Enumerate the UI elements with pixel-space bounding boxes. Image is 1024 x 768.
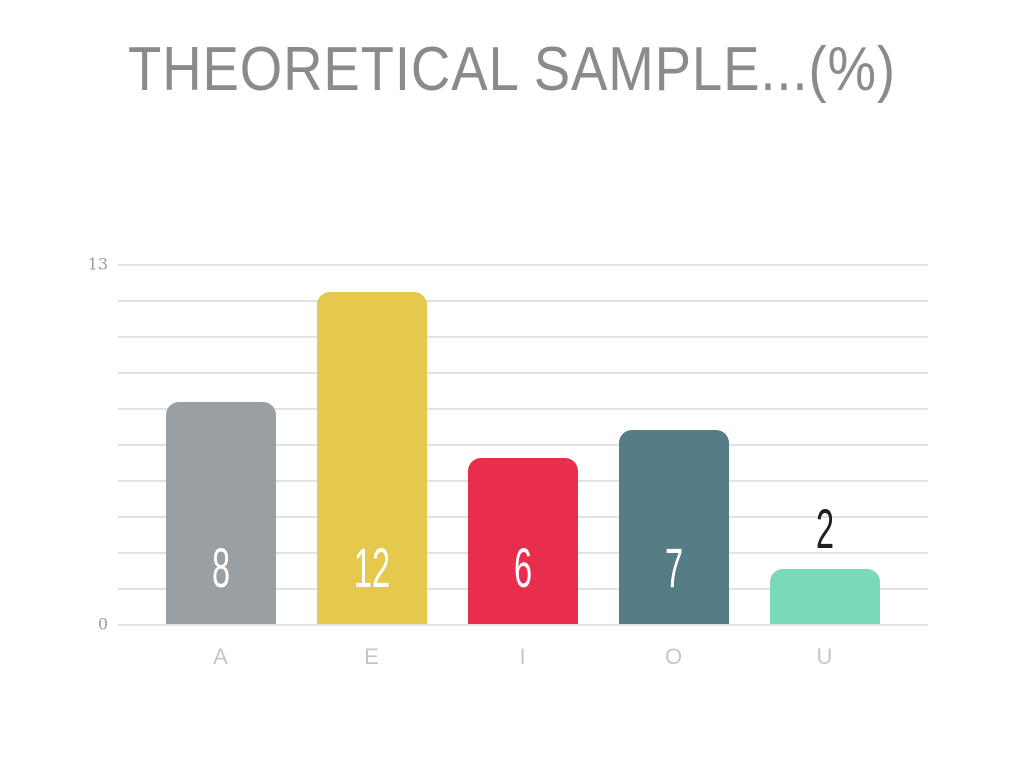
bar-value-label-u: 2 bbox=[815, 497, 835, 560]
bar-i bbox=[468, 458, 578, 624]
bar-e bbox=[317, 292, 427, 624]
y-axis-tick-min: 0 bbox=[97, 614, 108, 634]
plot-area: 13 0 8 A 12 E 6 I 7 O 2 U bbox=[88, 255, 928, 669]
bar-slot-e: 12 E bbox=[317, 264, 427, 669]
x-axis-label-e: E bbox=[364, 644, 380, 669]
bar-o bbox=[619, 430, 729, 624]
bar-u bbox=[770, 569, 880, 624]
x-axis-label-o: O bbox=[664, 644, 684, 669]
x-axis-label-i: I bbox=[519, 644, 527, 669]
x-axis-label-u: U bbox=[816, 644, 834, 669]
bars-container: 8 A 12 E 6 I 7 O 2 U bbox=[118, 264, 928, 669]
x-axis-label-a: A bbox=[213, 644, 229, 669]
bar-a bbox=[166, 402, 276, 624]
y-axis-tick-max: 13 bbox=[87, 254, 108, 274]
chart-title: THEORETICAL SAMPLE...(%) bbox=[128, 35, 896, 104]
